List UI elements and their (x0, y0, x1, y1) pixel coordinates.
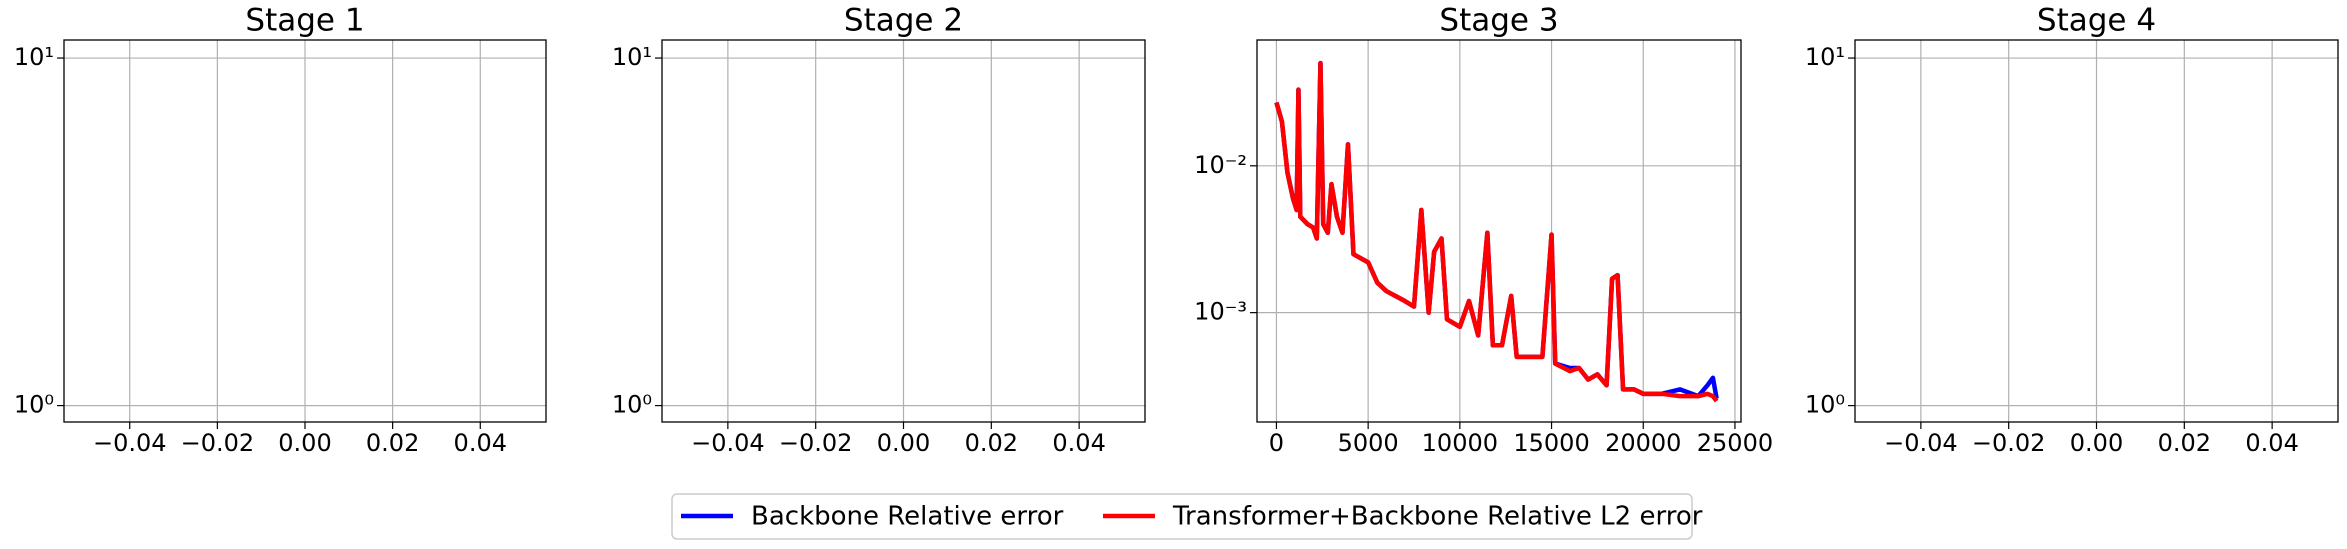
x-tick-label: −0.04 (1884, 429, 1958, 457)
axes-frame (1256, 39, 1742, 423)
x-tick-label: −0.04 (93, 429, 167, 457)
x-tick-label: 0.00 (278, 429, 331, 457)
y-tick-label: 10⁻² (1194, 151, 1247, 179)
y-tick-label: 10⁰ (14, 391, 54, 419)
x-tick-label: 0.00 (2070, 429, 2123, 457)
x-tick-label: 0.04 (2245, 429, 2298, 457)
x-tick-label: 0.02 (965, 429, 1018, 457)
x-tick-label: 0.02 (2158, 429, 2211, 457)
x-tick-label: 5000 (1338, 429, 1399, 457)
x-tick-label: 20000 (1605, 429, 1681, 457)
subplot-title: Stage 4 (2037, 3, 2156, 39)
legend-label: Transformer+Backbone Relative L2 error (1172, 502, 1703, 532)
y-tick-label: 10⁰ (1805, 391, 1845, 419)
line-series (1274, 60, 1719, 403)
x-tick-label: 0.04 (1052, 429, 1105, 457)
legend-label: Backbone Relative error (751, 502, 1064, 532)
subplot-title: Stage 2 (844, 3, 963, 39)
x-tick-label: 0.00 (877, 429, 930, 457)
axes-frame (1854, 39, 2339, 423)
legend: Backbone Relative error Transformer+Backb… (671, 493, 1703, 540)
x-tick-label: 15000 (1513, 429, 1589, 457)
subplot-title: Stage 1 (245, 3, 364, 39)
x-tick-label: 0 (1269, 429, 1284, 457)
axes-frame (661, 39, 1146, 423)
y-tick-label: 10¹ (14, 43, 54, 71)
subplot-title: Stage 3 (1439, 3, 1558, 39)
x-tick-label: 25000 (1697, 429, 1773, 457)
subplot: Stage 3 0 5000 10000 15000 20000 25000 10⁻³ 10⁻² (1194, 3, 1773, 458)
x-tick-label: −0.02 (181, 429, 255, 457)
legend-frame (671, 493, 1693, 540)
subplot: Stage 1 −0.04 −0.02 0.00 0.02 0.04 10⁰ 10¹ (14, 3, 547, 457)
x-tick-label: −0.02 (1972, 429, 2046, 457)
x-tick-label: 10000 (1422, 429, 1498, 457)
y-tick-label: 10⁰ (612, 391, 652, 419)
subplot: Stage 4 −0.04 −0.02 0.00 0.02 0.04 10⁰ 10¹ (1805, 3, 2339, 457)
axes-frame (63, 39, 547, 423)
x-tick-label: −0.02 (779, 429, 853, 457)
x-tick-label: −0.04 (691, 429, 765, 457)
y-tick-label: 10¹ (612, 43, 652, 71)
x-tick-label: 0.02 (366, 429, 419, 457)
y-tick-label: 10⁻³ (1194, 298, 1247, 326)
subplot: Stage 2 −0.04 −0.02 0.00 0.02 0.04 10⁰ 10¹ (612, 3, 1146, 457)
x-tick-label: 0.04 (454, 429, 507, 457)
y-tick-label: 10¹ (1805, 43, 1845, 71)
